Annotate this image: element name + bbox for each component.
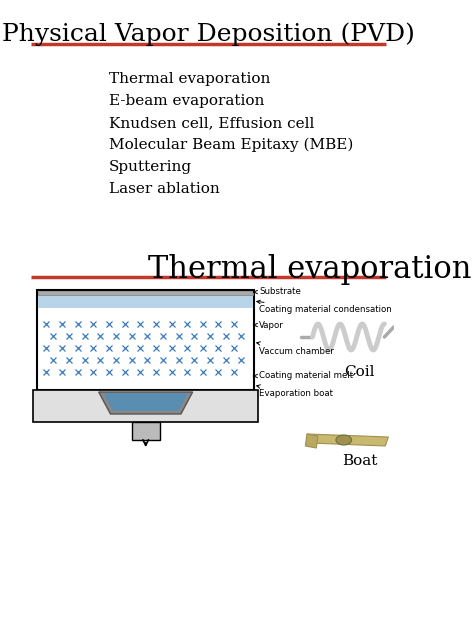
Text: Evaporation boat: Evaporation boat [257, 385, 333, 399]
Bar [132, 422, 160, 440]
Text: E-beam evaporation: E-beam evaporation [109, 94, 264, 108]
Bar [38, 292, 253, 308]
Text: Coating material melt: Coating material melt [254, 372, 353, 380]
Text: Sputtering: Sputtering [109, 160, 192, 174]
Bar [33, 390, 258, 422]
Text: Substrate: Substrate [254, 288, 301, 296]
Text: Physical Vapor Deposition (PVD): Physical Vapor Deposition (PVD) [2, 22, 415, 46]
Text: Thermal evaporation: Thermal evaporation [109, 72, 270, 86]
Text: Molecular Beam Epitaxy (MBE): Molecular Beam Epitaxy (MBE) [109, 138, 353, 152]
Text: Thermal evaporation: Thermal evaporation [148, 254, 472, 285]
Bar [38, 291, 253, 295]
Text: Vaccum chamber: Vaccum chamber [257, 342, 334, 355]
Polygon shape [307, 434, 388, 446]
Polygon shape [99, 392, 192, 414]
Bar [37, 290, 255, 390]
Polygon shape [305, 434, 318, 448]
Text: Coil: Coil [344, 365, 374, 379]
Text: Knudsen cell, Effusion cell: Knudsen cell, Effusion cell [109, 116, 314, 130]
Polygon shape [105, 394, 186, 410]
Text: Boat: Boat [342, 454, 377, 468]
Text: Coating material condensation: Coating material condensation [257, 300, 392, 315]
Ellipse shape [336, 435, 352, 445]
Text: Vapor: Vapor [254, 320, 284, 329]
Text: Laser ablation: Laser ablation [109, 182, 219, 196]
